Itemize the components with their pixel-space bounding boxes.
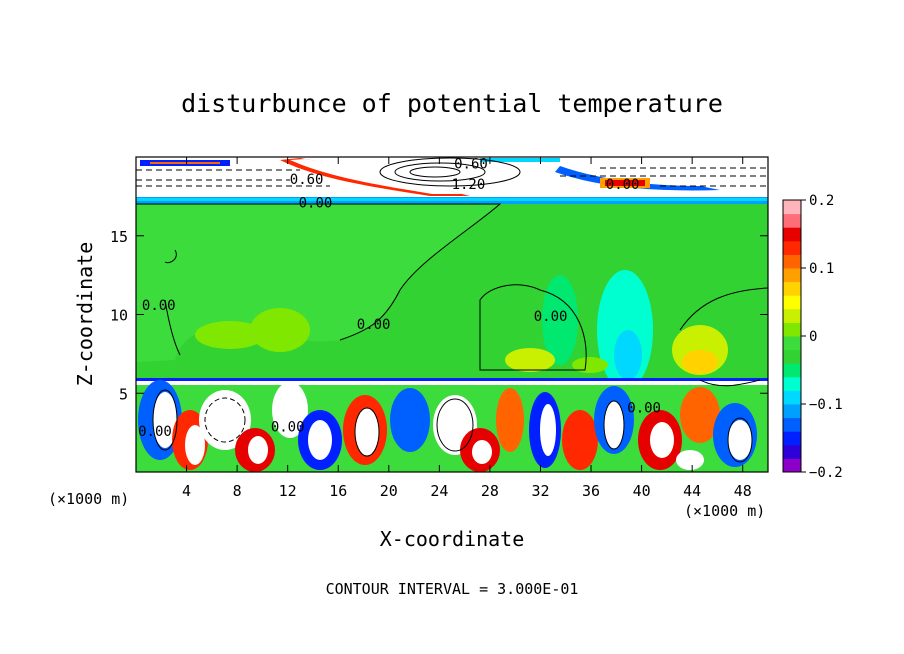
lower-layer xyxy=(136,378,768,472)
x-tick-label: 36 xyxy=(582,482,600,500)
y-axis: 5 10 15 xyxy=(110,228,768,403)
x-tick-label: 40 xyxy=(633,482,651,500)
colorbar-swatch xyxy=(783,444,801,459)
colorbar-swatch xyxy=(783,240,801,255)
contour-label: 0.60 xyxy=(454,156,488,172)
contour-label: 0.00 xyxy=(627,400,661,416)
middle-layer xyxy=(136,204,728,390)
colorbar-tick-label: −0.1 xyxy=(809,397,843,413)
contour-label: 0.00 xyxy=(606,177,640,193)
colorbar-swatch xyxy=(783,404,801,419)
x-tick-label: 24 xyxy=(430,482,448,500)
contour-label: 0.00 xyxy=(534,309,568,325)
y-tick-label: 10 xyxy=(110,307,128,325)
x-tick-label: 28 xyxy=(481,482,499,500)
x-unit-right: (×1000 m) xyxy=(684,502,765,520)
contour-label: 1.20 xyxy=(452,177,486,193)
colorbar-swatch xyxy=(783,227,801,242)
colorbar-tick-label: 0.1 xyxy=(809,261,834,277)
colorbar-swatch xyxy=(783,254,801,269)
x-unit-left: (×1000 m) xyxy=(48,490,129,508)
x-axis: 4 8 12 16 20 24 28 32 36 40 44 48 xyxy=(182,157,752,500)
colorbar-tick-label: 0 xyxy=(809,329,817,345)
colorbar-swatch xyxy=(783,308,801,323)
colorbar-swatch xyxy=(783,213,801,228)
contour-label: 0.00 xyxy=(142,298,176,314)
contour-label: 0.60 xyxy=(290,172,324,188)
colorbar-swatch xyxy=(783,322,801,337)
y-tick-label: 15 xyxy=(110,228,128,246)
colorbar-swatch xyxy=(783,336,801,351)
x-tick-label: 20 xyxy=(380,482,398,500)
colorbar: 0.2 0.1 0 −0.1 −0.2 xyxy=(782,193,843,481)
colorbar-swatch xyxy=(783,200,801,215)
contour-label: 0.00 xyxy=(357,317,391,333)
y-axis-label: Z-coordinate xyxy=(73,242,97,387)
colorbar-swatch xyxy=(783,295,801,310)
x-axis-label: X-coordinate xyxy=(380,527,525,551)
contour-label: 0.00 xyxy=(299,196,333,212)
colorbar-swatch xyxy=(783,390,801,405)
plot-area: 0.60 0.60 1.20 0.00 0.00 0.00 0.00 0.00 0.00 0.00… xyxy=(136,156,768,472)
x-tick-label: 12 xyxy=(279,482,297,500)
x-tick-label: 44 xyxy=(683,482,701,500)
contour-label: 0.00 xyxy=(271,419,305,435)
x-tick-label: 4 xyxy=(182,482,191,500)
x-tick-label: 16 xyxy=(329,482,347,500)
contour-lines xyxy=(136,157,768,463)
colorbar-swatch xyxy=(783,349,801,364)
contour-label-layer: 0.60 0.60 1.20 0.00 0.00 0.00 0.00 0.00 0.00 0.00… xyxy=(138,156,661,440)
x-tick-label: 8 xyxy=(233,482,242,500)
colorbar-tick-label: −0.2 xyxy=(809,465,843,481)
colorbar-swatch xyxy=(783,458,801,473)
colorbar-swatch xyxy=(783,363,801,378)
x-tick-label: 48 xyxy=(734,482,752,500)
colorbar-swatch xyxy=(783,376,801,391)
chart-title: disturbunce of potential temperature xyxy=(181,89,723,118)
contour-label: 0.00 xyxy=(138,424,172,440)
colorbar-swatch xyxy=(783,281,801,296)
y-tick-label: 5 xyxy=(119,385,128,403)
colorbar-swatch xyxy=(783,431,801,446)
colorbar-swatch xyxy=(783,268,801,283)
contour-interval-note: CONTOUR INTERVAL = 3.000E-01 xyxy=(326,580,579,598)
x-tick-label: 32 xyxy=(531,482,549,500)
colorbar-tick-label: 0.2 xyxy=(809,193,834,209)
colorbar-swatch xyxy=(783,417,801,432)
